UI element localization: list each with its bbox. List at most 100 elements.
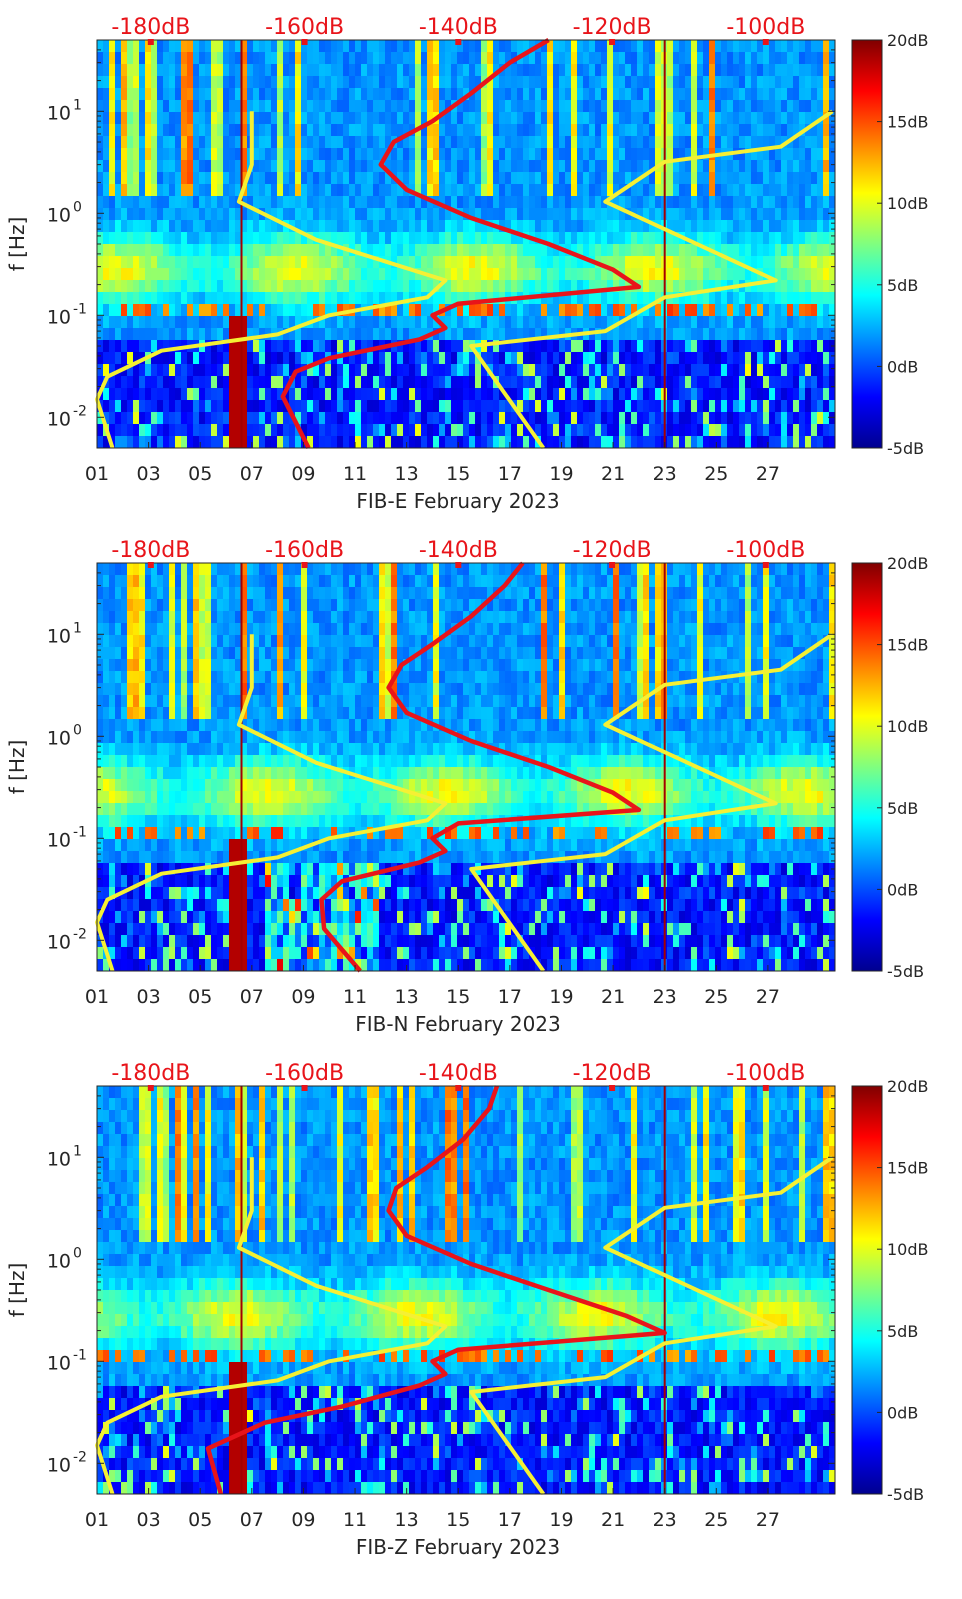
heatmap-cell [169, 352, 176, 365]
heatmap-cell [535, 340, 542, 353]
heatmap-cell [613, 316, 620, 329]
heatmap-cell [697, 124, 704, 137]
heatmap-cell [265, 256, 272, 269]
heatmap-cell [709, 328, 716, 341]
heatmap-cell [187, 376, 194, 389]
heatmap-cell [211, 815, 218, 828]
heatmap-cell [319, 244, 326, 257]
heatmap-cell [709, 124, 716, 137]
heatmap-cell [157, 88, 164, 101]
heatmap-cell [163, 599, 170, 612]
heatmap-cell [331, 328, 338, 341]
heatmap-cell [373, 244, 380, 257]
heatmap-cell [403, 280, 410, 293]
heatmap-cell [241, 244, 248, 257]
heatmap-cell [445, 376, 452, 389]
heatmap-cell [823, 400, 830, 413]
heatmap-cell [151, 436, 158, 449]
heatmap-cell [283, 364, 290, 377]
heatmap-cell [427, 376, 434, 389]
heatmap-cell [631, 292, 638, 305]
heatmap-cell [367, 304, 374, 317]
heatmap-cell [685, 208, 692, 221]
heatmap-cell [625, 184, 632, 197]
heatmap-cell [517, 256, 524, 269]
heatmap-cell [205, 220, 212, 233]
heatmap-cell [175, 136, 182, 149]
heatmap-cell [547, 232, 554, 245]
heatmap-cell [151, 959, 158, 972]
heatmap-cell [187, 707, 194, 720]
heatmap-cell [289, 364, 296, 377]
heatmap-cell [433, 208, 440, 221]
heatmap-cell [307, 172, 314, 185]
heatmap-cell [439, 40, 446, 53]
heatmap-cell [619, 292, 626, 305]
heatmap-cell [127, 875, 134, 888]
heatmap-cell [145, 887, 152, 900]
heatmap-cell [703, 232, 710, 245]
heatmap-cell [109, 64, 116, 77]
heatmap-cell [499, 436, 506, 449]
heatmap-cell [535, 388, 542, 401]
heatmap-cell [403, 388, 410, 401]
heatmap-cell [685, 160, 692, 173]
heatmap-cell [415, 364, 422, 377]
heatmap-cell [193, 244, 200, 257]
heatmap-cell [97, 304, 104, 317]
heatmap-cell [529, 364, 536, 377]
heatmap-cell [667, 64, 674, 77]
heatmap-cell [547, 76, 554, 89]
heatmap-cell [373, 196, 380, 209]
heatmap-cell [769, 88, 776, 101]
heatmap-cell [499, 124, 506, 137]
heatmap-cell [637, 196, 644, 209]
heatmap-cell [115, 899, 122, 912]
heatmap-cell [775, 436, 782, 449]
heatmap-cell [217, 100, 224, 113]
heatmap-cell [271, 76, 278, 89]
heatmap-cell [811, 304, 818, 317]
heatmap-cell [265, 52, 272, 65]
heatmap-cell [373, 436, 380, 449]
heatmap-cell [181, 52, 188, 65]
heatmap-cell [457, 412, 464, 425]
heatmap-cell [433, 304, 440, 317]
heatmap-cell [133, 280, 140, 293]
heatmap-cell [199, 364, 206, 377]
heatmap-cell [157, 184, 164, 197]
heatmap-cell [685, 388, 692, 401]
heatmap-cell [97, 112, 104, 125]
heatmap-cell [517, 424, 524, 437]
heatmap-cell [421, 160, 428, 173]
heatmap-cell [97, 575, 104, 588]
heatmap-cell [811, 40, 818, 53]
heatmap-cell [739, 220, 746, 233]
heatmap-cell [145, 587, 152, 600]
heatmap-cell [373, 148, 380, 161]
heatmap-cell [529, 112, 536, 125]
heatmap-cell [127, 148, 134, 161]
heatmap-cell [133, 719, 140, 732]
heatmap-cell [415, 316, 422, 329]
heatmap-cell [391, 328, 398, 341]
heatmap-cell [379, 436, 386, 449]
heatmap-cell [613, 124, 620, 137]
heatmap-cell [655, 376, 662, 389]
heatmap-cell [379, 328, 386, 341]
heatmap-cell [547, 376, 554, 389]
heatmap-cell [127, 803, 134, 816]
heatmap-cell [187, 563, 194, 576]
heatmap-cell [487, 124, 494, 137]
heatmap-cell [283, 76, 290, 89]
heatmap-cell [181, 731, 188, 744]
heatmap-cell [571, 412, 578, 425]
heatmap-cell [301, 220, 308, 233]
heatmap-cell [571, 64, 578, 77]
heatmap-cell [139, 112, 146, 125]
heatmap-cell [415, 256, 422, 269]
heatmap-cell [139, 851, 146, 864]
heatmap-cell [745, 64, 752, 77]
heatmap-cell [205, 148, 212, 161]
heatmap-cell [673, 280, 680, 293]
